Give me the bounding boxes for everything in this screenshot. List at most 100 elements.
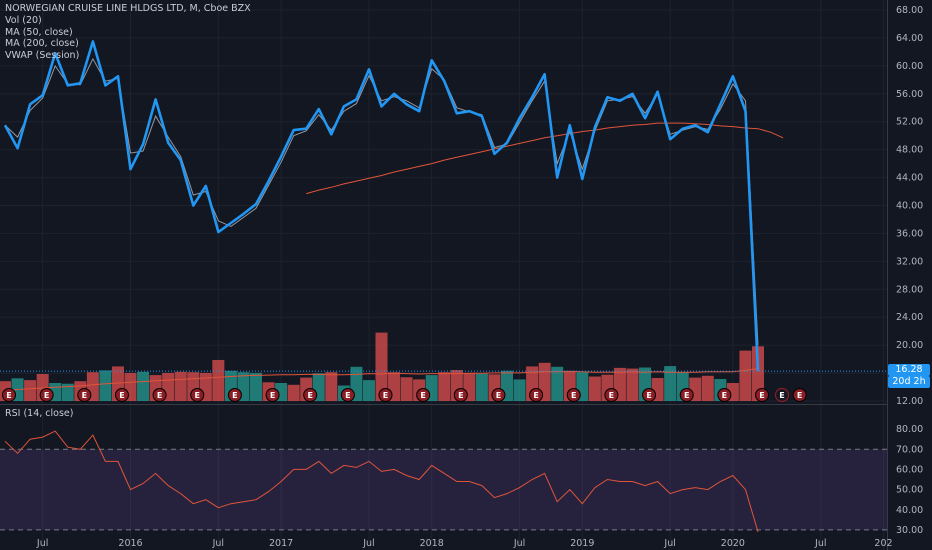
time-tick-label: 2020 xyxy=(721,538,745,549)
volume-bar xyxy=(325,372,338,401)
earnings-marker[interactable]: E xyxy=(378,388,393,402)
svg-text:E: E xyxy=(458,391,463,400)
time-tick-label: 2018 xyxy=(420,538,444,549)
volume-bar xyxy=(664,366,677,401)
vwap-indicator-label[interactable]: VWAP (Session) xyxy=(5,50,80,62)
svg-text:E: E xyxy=(571,391,576,400)
time-tick-label: Jul xyxy=(814,538,826,549)
earnings-marker[interactable]: E xyxy=(755,388,769,402)
ma200-indicator-label[interactable]: MA (200, close) xyxy=(5,38,79,50)
earnings-marker[interactable]: E xyxy=(642,388,657,402)
ma50-indicator-label[interactable]: MA (50, close) xyxy=(5,26,73,38)
earnings-marker[interactable]: E xyxy=(416,388,431,402)
earnings-marker[interactable]: E xyxy=(227,388,242,402)
earnings-marker[interactable]: E xyxy=(114,388,129,402)
volume-bar xyxy=(99,370,112,401)
earnings-marker[interactable]: E xyxy=(717,388,732,402)
time-tick-label: Jul xyxy=(513,538,525,549)
price-tick-label: 40.00 xyxy=(896,201,923,212)
time-tick-label: Jul xyxy=(663,538,675,549)
rsi-tick-label: 80.00 xyxy=(896,424,923,435)
earnings-marker[interactable]: E xyxy=(190,388,205,402)
time-tick-label: 2016 xyxy=(118,538,142,549)
svg-text:E: E xyxy=(609,391,614,400)
earnings-marker[interactable]: E xyxy=(39,388,54,402)
volume-bar xyxy=(400,377,413,401)
svg-text:E: E xyxy=(722,391,727,400)
volume-bar xyxy=(513,379,526,401)
price-tick-label: 28.00 xyxy=(896,284,923,295)
svg-text:E: E xyxy=(496,391,501,400)
price-line xyxy=(3,40,760,372)
earnings-marker-upcoming[interactable]: E xyxy=(774,387,790,403)
price-tick-label: 20.00 xyxy=(896,340,923,351)
earnings-marker[interactable]: E xyxy=(566,388,581,402)
volume-bar xyxy=(137,371,150,401)
price-tick-label: 60.00 xyxy=(896,61,923,72)
volume-bar xyxy=(61,383,74,401)
price-tick-label: 32.00 xyxy=(896,256,923,267)
price-axis[interactable]: 68.00 64.00 60.00 56.00 52.00 48.00 44.00 40.00… xyxy=(896,5,923,407)
time-tick-label: Jul xyxy=(36,538,48,549)
svg-text:E: E xyxy=(533,391,538,400)
earnings-marker[interactable]: E xyxy=(265,388,280,402)
earnings-marker[interactable]: E xyxy=(792,388,807,402)
earnings-marker[interactable]: E xyxy=(340,388,355,402)
volume-ma-line xyxy=(4,368,759,391)
volume-bar xyxy=(739,350,752,401)
symbol-title[interactable]: NORWEGIAN CRUISE LINE HLDGS LTD, M, Cboe… xyxy=(5,3,251,14)
volume-bar xyxy=(626,368,639,401)
svg-text:E: E xyxy=(307,391,312,400)
rsi-axis[interactable]: 80.00 70.00 60.00 50.00 40.00 30.00 xyxy=(896,424,923,536)
volume-bar xyxy=(752,346,764,401)
rsi-tick-label: 30.00 xyxy=(896,525,923,536)
svg-text:E: E xyxy=(6,391,11,400)
earnings-marker[interactable]: E xyxy=(679,388,694,402)
earnings-marker[interactable]: E xyxy=(529,388,544,402)
rsi-line xyxy=(4,430,759,533)
volume-bar xyxy=(438,372,451,401)
svg-text:E: E xyxy=(383,391,388,400)
earnings-marker[interactable]: E xyxy=(604,388,619,402)
volume-bar xyxy=(375,332,388,401)
volume-bar xyxy=(701,375,714,401)
earnings-marker[interactable]: E xyxy=(491,388,506,402)
last-price-tag: 16.28 xyxy=(888,364,930,376)
svg-text:E: E xyxy=(44,391,49,400)
rsi-tick-label: 40.00 xyxy=(896,505,923,516)
svg-text:E: E xyxy=(797,391,802,400)
volume-bar xyxy=(551,366,564,401)
earnings-marker[interactable]: E xyxy=(152,388,167,402)
earnings-marker[interactable]: E xyxy=(303,388,318,402)
earnings-marker[interactable]: E xyxy=(77,388,92,402)
price-tick-label: 12.00 xyxy=(896,396,923,407)
price-tick-label: 68.00 xyxy=(896,5,923,16)
volume-bar xyxy=(362,380,375,401)
svg-text:E: E xyxy=(232,391,237,400)
svg-text:E: E xyxy=(420,391,425,400)
volume-bar xyxy=(588,376,601,401)
rsi-band xyxy=(0,449,887,530)
rsi-band-lines xyxy=(0,448,887,531)
rsi-tick-label: 60.00 xyxy=(896,464,923,475)
volume-bar xyxy=(174,371,187,401)
time-axis[interactable]: Jul 2016 Jul 2017 Jul 2018 Jul 2019 Jul 2020 Jul 20… xyxy=(36,538,893,549)
vwap-line xyxy=(4,57,759,346)
bar-countdown-tag: 20d 2h xyxy=(888,376,930,388)
volume-bar xyxy=(475,373,488,401)
volume-bar xyxy=(250,372,262,401)
rsi-tick-label: 50.00 xyxy=(896,485,923,496)
earnings-marker[interactable]: E xyxy=(453,388,468,402)
volume-bar xyxy=(24,380,37,401)
earnings-marker[interactable]: E xyxy=(2,388,16,402)
rsi-indicator-label[interactable]: RSI (14, close) xyxy=(5,408,74,419)
time-tick-label: 202 xyxy=(874,538,892,549)
price-tick-label: 56.00 xyxy=(896,89,923,100)
svg-text:E: E xyxy=(684,391,689,400)
price-tick-label: 24.00 xyxy=(896,312,923,323)
time-tick-label: 2017 xyxy=(269,538,293,549)
chart-legend: NORWEGIAN CRUISE LINE HLDGS LTD, M, Cboe… xyxy=(5,3,251,62)
price-tick-label: 52.00 xyxy=(896,117,923,128)
volume-indicator-label[interactable]: Vol (20) xyxy=(5,14,42,26)
